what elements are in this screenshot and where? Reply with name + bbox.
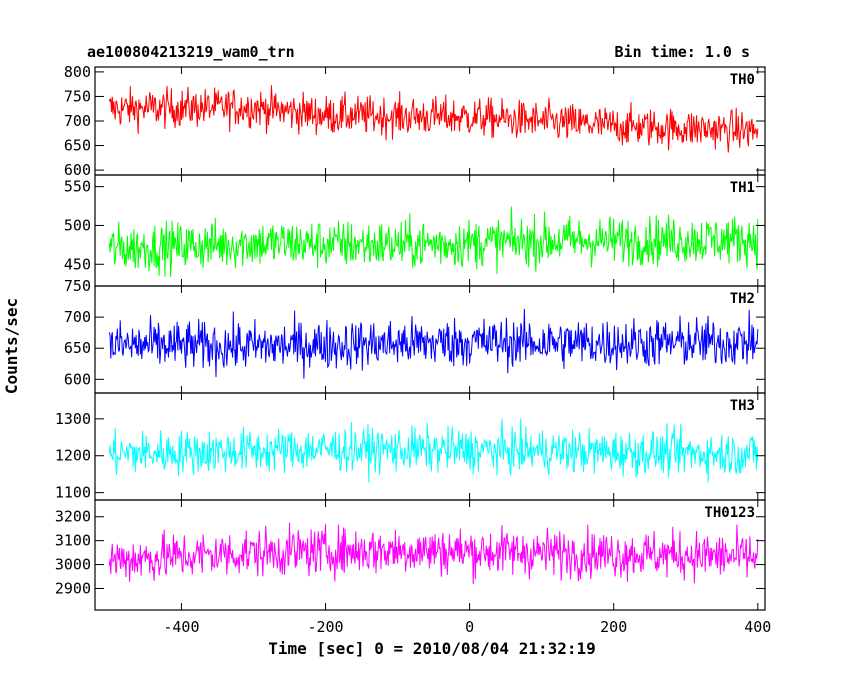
panel-label: TH3 <box>730 398 755 414</box>
x-tick-label: -400 <box>163 618 199 636</box>
panel-th3: 1100 1200 1300 TH3 <box>55 392 766 502</box>
x-tick-label: 0 <box>465 618 474 636</box>
y-tick-label: 1100 <box>55 484 91 502</box>
panel-label: TH2 <box>730 291 755 307</box>
y-tick-label: 650 <box>64 137 91 155</box>
y-tick-label: 600 <box>64 370 91 388</box>
panels-group: 600 650 700 750 800 TH0 450 500 550 TH1 600 650 700 7… <box>55 63 771 636</box>
y-tick-label: 750 <box>64 87 91 105</box>
panel-th2: 600 650 700 750 TH2 <box>64 277 766 394</box>
x-axis-label: Time [sec] 0 = 2010/08/04 21:32:19 <box>268 639 596 658</box>
y-tick-label: 700 <box>64 112 91 130</box>
panel-th0123: 2900 3000 3100 3200 TH0123 <box>55 499 766 611</box>
y-tick-label: 3100 <box>55 532 91 550</box>
panel-frame <box>94 174 766 287</box>
panel-frame <box>94 66 766 176</box>
panel-th0: 600 650 700 750 800 TH0 <box>64 63 766 179</box>
y-tick-label: 2900 <box>55 579 91 597</box>
y-tick-label: 700 <box>64 308 91 326</box>
bin-time-label: Bin time: 1.0 s <box>614 43 750 61</box>
y-tick-label: 750 <box>64 277 91 295</box>
y-tick-label: 450 <box>64 255 91 273</box>
chart-title: ae100804213219_wam0_trn <box>87 43 295 61</box>
y-tick-label: 3200 <box>55 508 91 526</box>
series-line-th1 <box>108 206 759 277</box>
y-tick-label: 600 <box>64 161 91 179</box>
y-axis-label: Counts/sec <box>2 298 21 394</box>
series-line-th2 <box>108 308 759 379</box>
panel-label: TH0 <box>730 72 755 88</box>
y-tick-label: 3000 <box>55 556 91 574</box>
series-line-th0123 <box>108 522 759 585</box>
y-tick-label: 800 <box>64 63 91 81</box>
y-tick-label: 1200 <box>55 447 91 465</box>
panel-th1: 450 500 550 TH1 <box>64 174 766 287</box>
y-tick-label: 500 <box>64 216 91 234</box>
y-tick-label: 1300 <box>55 410 91 428</box>
x-tick-label: 200 <box>600 618 627 636</box>
x-tick-label: -200 <box>307 618 343 636</box>
panel-label: TH1 <box>730 180 755 196</box>
panel-frame <box>94 499 766 611</box>
series-line-th0 <box>108 85 759 153</box>
y-tick-label: 650 <box>64 339 91 357</box>
series-line-th3 <box>108 418 759 483</box>
x-tick-label: 400 <box>744 618 771 636</box>
panel-label: TH0123 <box>704 505 755 521</box>
y-tick-label: 550 <box>64 178 91 196</box>
